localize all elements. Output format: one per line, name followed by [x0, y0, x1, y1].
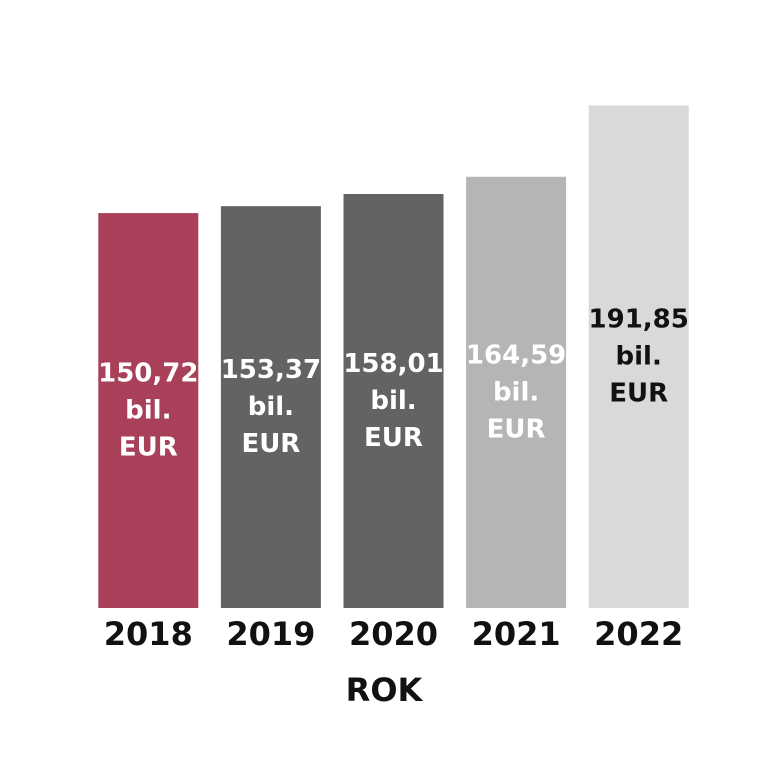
x-tick-label: 2019: [226, 615, 315, 653]
value-label: 150,72 bil. EUR: [98, 358, 198, 462]
bar: [343, 194, 444, 608]
x-axis-title: ROK: [346, 671, 424, 709]
value-label: 191,85 bil. EUR: [589, 304, 689, 408]
value-label: 153,37 bil. EUR: [221, 355, 321, 459]
x-tick-label: 2020: [349, 615, 438, 653]
x-tick-label: 2021: [472, 615, 561, 653]
bar: [98, 213, 199, 609]
bar: [220, 206, 321, 608]
x-tick-label: 2022: [594, 615, 683, 653]
x-tick-label: 2018: [104, 615, 193, 653]
value-label: 158,01 bil. EUR: [343, 349, 443, 453]
value-label: 164,59 bil. EUR: [466, 340, 566, 444]
bar: [466, 176, 567, 608]
bar: [588, 105, 689, 608]
